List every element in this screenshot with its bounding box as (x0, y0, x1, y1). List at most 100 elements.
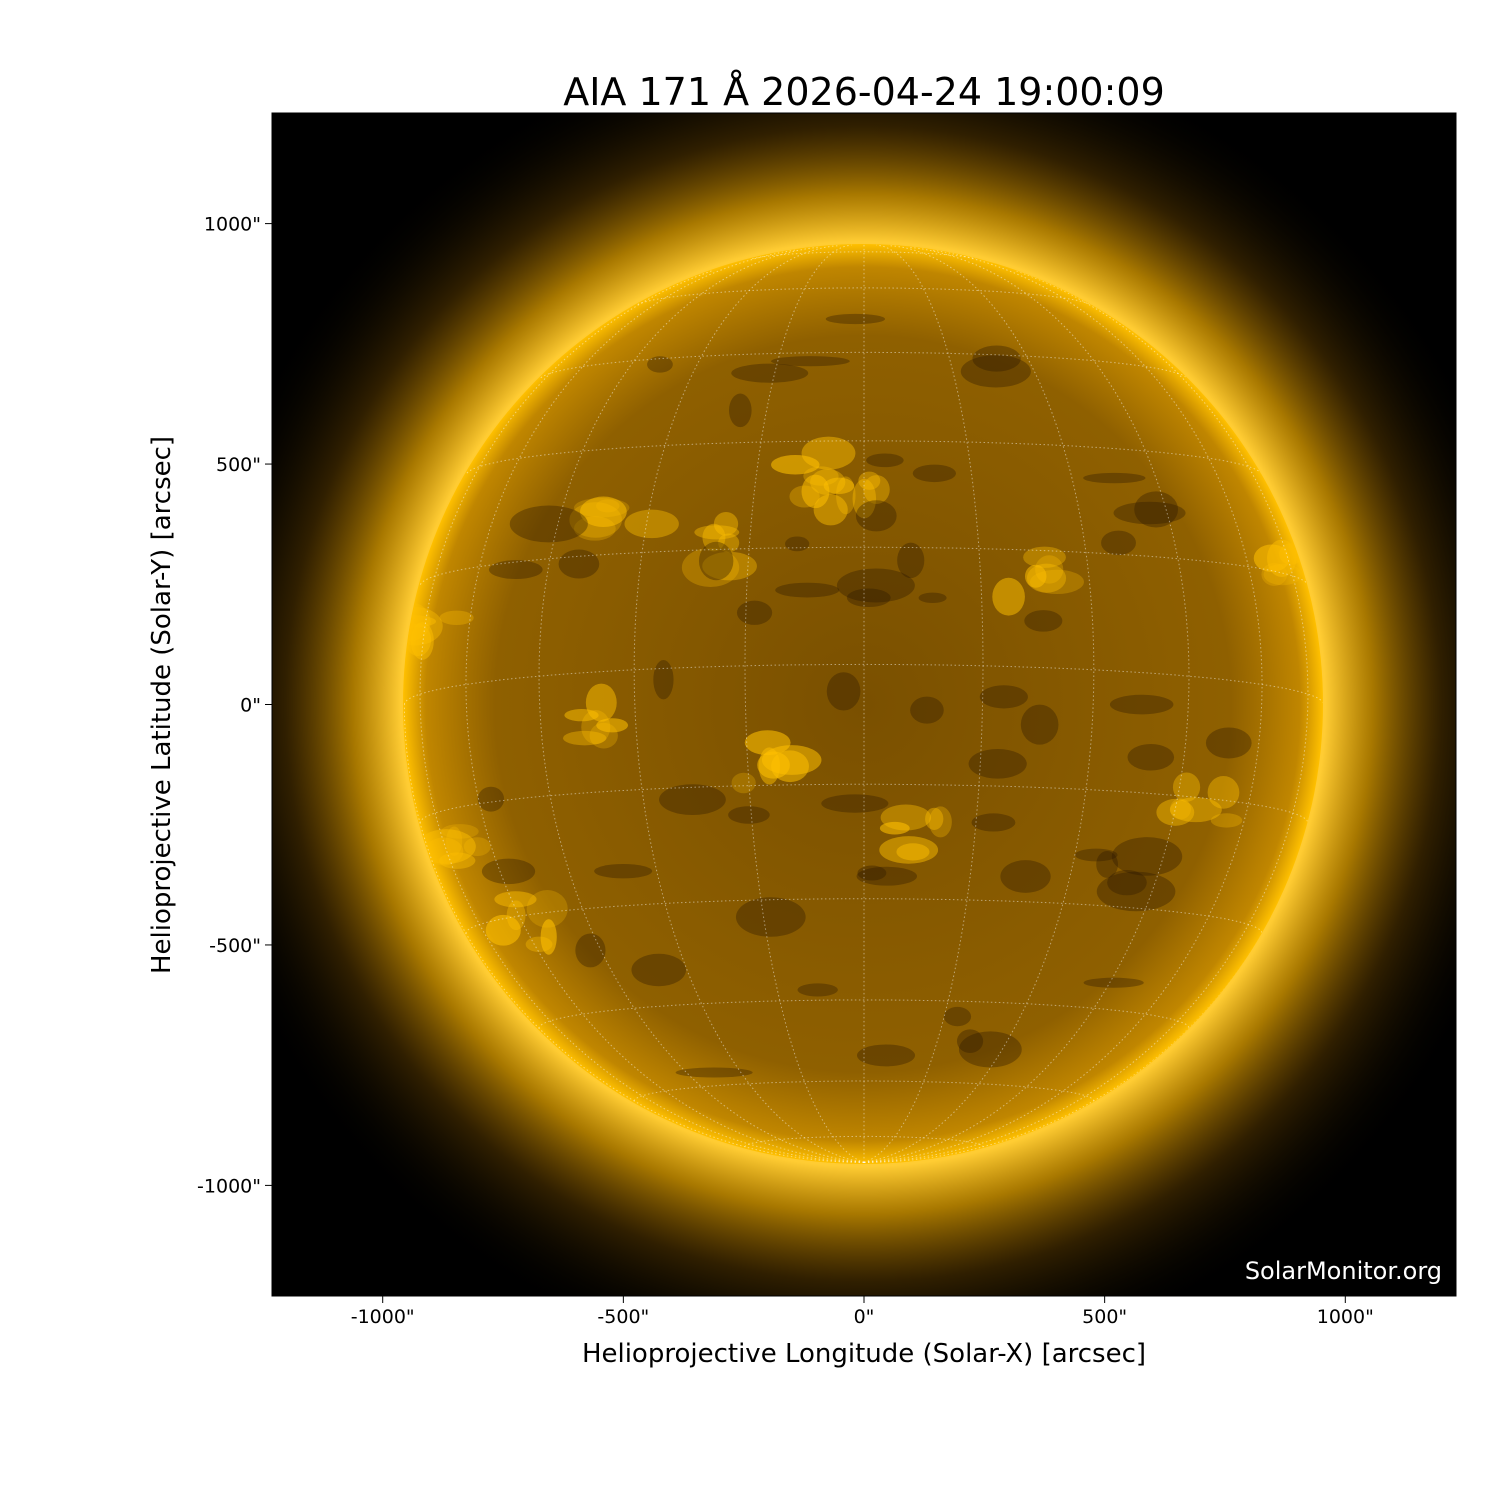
x-axis-ticks: -1000" -500" 0" 500" 1000" (351, 1296, 1374, 1328)
dark-filament (1083, 472, 1146, 484)
dark-filament (1024, 610, 1063, 632)
bright-loop (1023, 546, 1066, 568)
bright-loop (569, 502, 622, 538)
dark-filament (910, 696, 944, 724)
bright-loop (1261, 562, 1288, 586)
grid-line (633, 1080, 1095, 1102)
dark-filament (698, 541, 734, 581)
dark-filament (736, 600, 773, 625)
dark-filament (855, 500, 897, 532)
bright-loop (801, 474, 830, 509)
x-tick-label: -1000" (351, 1306, 415, 1328)
x-tick-label: 500" (1082, 1306, 1127, 1328)
bright-loop (852, 478, 877, 519)
dark-filament (1111, 837, 1183, 876)
dark-filament (972, 345, 1021, 372)
bright-loop (702, 523, 726, 552)
bright-loop (439, 610, 474, 626)
y-axis-label: Helioprojective Latitude (Solar-Y) [arcs… (147, 436, 177, 974)
grid-line (637, 287, 1091, 305)
y-tick-label: -500" (209, 935, 261, 957)
bright-loop (596, 718, 629, 733)
active-regions (403, 313, 1323, 1078)
dark-filament (826, 672, 861, 711)
dark-filament (1109, 694, 1174, 715)
grid-line (863, 246, 1190, 1163)
dark-filament (825, 313, 886, 325)
dark-filament (1020, 704, 1059, 745)
grid-line (863, 270, 1309, 1163)
solar-image: SolarMonitor.org (272, 113, 1456, 1296)
dark-filament (1096, 871, 1176, 912)
bright-loop (1169, 797, 1222, 823)
dark-filament (1107, 869, 1147, 896)
grid-line (863, 244, 984, 1163)
dark-filament (912, 464, 957, 483)
bright-loop (896, 843, 930, 861)
bright-loop (929, 806, 952, 838)
dark-filament (659, 784, 726, 816)
bright-loop (718, 533, 740, 553)
dark-filament (856, 866, 918, 886)
bright-loop (494, 891, 537, 908)
bright-loop (526, 890, 568, 928)
bright-loop (713, 512, 739, 536)
bright-loop (580, 496, 627, 528)
bright-loop (879, 821, 910, 835)
x-tick-label: 0" (854, 1306, 875, 1328)
grid-line (863, 245, 1095, 1163)
x-axis-label: Helioprojective Longitude (Solar-X) [arc… (582, 1339, 1146, 1369)
grid-line (465, 898, 1263, 934)
dark-filament (735, 897, 806, 937)
grid-line (403, 663, 1323, 705)
heliographic-grid (403, 244, 1323, 1163)
dark-filament (631, 953, 687, 987)
dark-filament (1134, 491, 1179, 528)
bright-loop (562, 730, 607, 746)
y-tick-label: 1000" (204, 214, 261, 236)
dark-filament (728, 393, 752, 428)
dark-filament (979, 685, 1028, 709)
bright-loop (446, 826, 463, 856)
dark-filament (481, 858, 536, 885)
bright-loop (863, 475, 890, 504)
dark-filament (488, 560, 543, 580)
bright-loop (1026, 563, 1067, 593)
dark-filament (1000, 860, 1051, 893)
dark-filament (1074, 848, 1118, 862)
grid-line (744, 1135, 984, 1147)
dark-filament (960, 355, 1031, 388)
bright-loop (485, 914, 521, 946)
grid-line (538, 999, 1190, 1029)
grid-line (419, 546, 1309, 585)
bright-loop (403, 606, 443, 646)
dark-filament (675, 1067, 753, 1078)
grid-line (466, 440, 1262, 474)
bright-loop (1170, 798, 1192, 820)
grid-line (403, 704, 865, 1163)
bright-loop (506, 900, 526, 931)
dark-filament (968, 748, 1027, 779)
bright-loop (823, 477, 855, 494)
dark-filament (775, 582, 840, 598)
dark-filament (509, 505, 588, 543)
bright-loop (925, 807, 944, 831)
bright-loop (463, 837, 491, 857)
dark-filament (1083, 977, 1144, 988)
grid-line (419, 270, 865, 1163)
y-tick-label: 500" (216, 454, 261, 476)
dark-filament (558, 549, 600, 579)
dark-filament (857, 865, 887, 881)
solar-disk (403, 244, 1323, 1164)
dark-filament (857, 1044, 916, 1067)
bright-loop (441, 824, 479, 839)
grid-line (744, 244, 865, 1163)
grid-line (538, 246, 865, 1163)
bright-loop (789, 485, 820, 508)
dark-filament (943, 1006, 972, 1027)
grid-line (419, 783, 1309, 824)
dark-filament (594, 863, 653, 879)
bright-loop (416, 829, 476, 864)
dark-filament (728, 806, 770, 824)
